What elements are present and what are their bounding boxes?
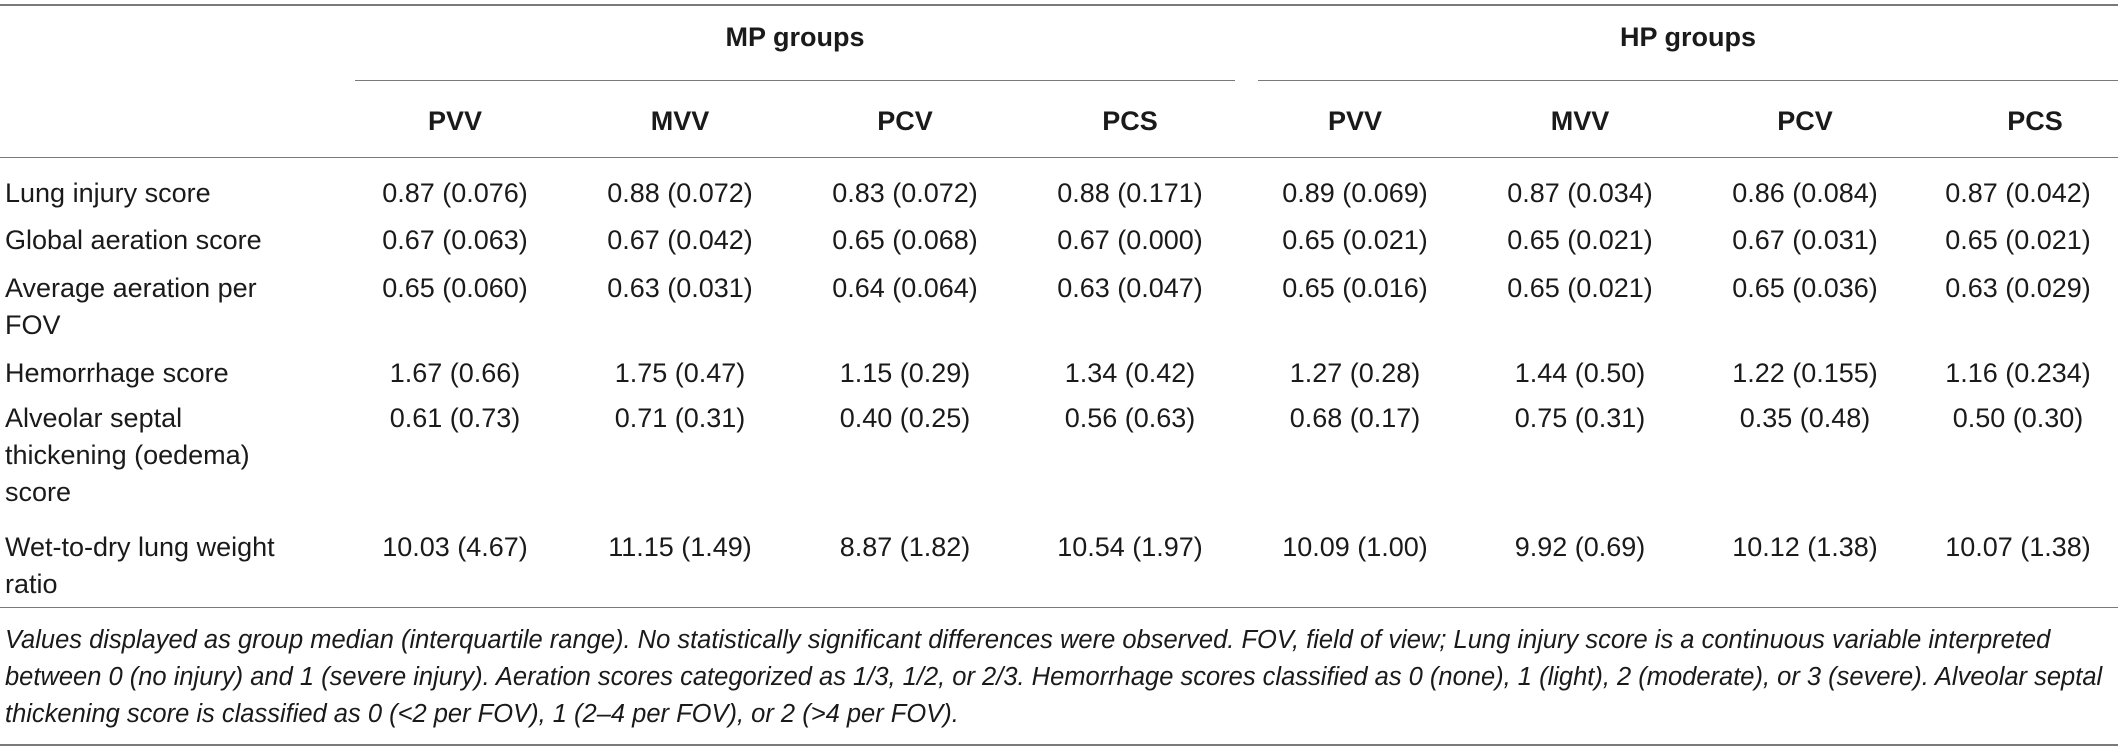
cell-r4-c5: 0.75 (0.31) [1514, 403, 1646, 433]
cell-r1-c0: 0.67 (0.063) [382, 225, 528, 255]
cell-r0-c6: 0.86 (0.084) [1732, 178, 1878, 208]
cell-r2-c2: 0.64 (0.064) [832, 273, 978, 303]
cell-r1-c1: 0.67 (0.042) [607, 225, 753, 255]
cell-r4-c3: 0.56 (0.63) [1064, 403, 1196, 433]
cell-r4-c0: 0.61 (0.73) [389, 403, 521, 433]
cell-r5-c0: 10.03 (4.67) [382, 532, 528, 562]
cell-r4-c6: 0.35 (0.48) [1739, 403, 1871, 433]
mp-group-rule [355, 80, 1235, 81]
col-header-mp-pcv: PCV [877, 106, 933, 136]
cell-r5-c7: 10.07 (1.38) [1945, 532, 2091, 562]
cell-r5-c3: 10.54 (1.97) [1057, 532, 1203, 562]
cell-r1-c6: 0.67 (0.031) [1732, 225, 1878, 255]
cell-r2-c4: 0.65 (0.016) [1282, 273, 1428, 303]
cell-r0-c4: 0.89 (0.069) [1282, 178, 1428, 208]
cell-r1-c7: 0.65 (0.021) [1945, 225, 2091, 255]
row-label-septal-thickening: Alveolar septal thickening (oedema) scor… [5, 403, 250, 507]
row-label-lung-injury: Lung injury score [5, 178, 211, 208]
cell-r1-c3: 0.67 (0.000) [1057, 225, 1203, 255]
group-header-mp: MP groups [725, 22, 865, 52]
row-label-global-aeration: Global aeration score [5, 225, 262, 255]
cell-r3-c1: 1.75 (0.47) [614, 358, 746, 388]
cell-r2-c1: 0.63 (0.031) [607, 273, 753, 303]
cell-r2-c7: 0.63 (0.029) [1945, 273, 2091, 303]
cell-r0-c3: 0.88 (0.171) [1057, 178, 1203, 208]
row-label-average-aeration: Average aeration per FOV [5, 273, 257, 340]
cell-r5-c2: 8.87 (1.82) [839, 532, 971, 562]
cell-r0-c1: 0.88 (0.072) [607, 178, 753, 208]
cell-r0-c5: 0.87 (0.034) [1507, 178, 1653, 208]
table-footnote: Values displayed as group median (interq… [5, 626, 2103, 728]
cell-r4-c7: 0.50 (0.30) [1952, 403, 2084, 433]
cell-r4-c1: 0.71 (0.31) [614, 403, 746, 433]
cell-r3-c2: 1.15 (0.29) [839, 358, 971, 388]
cell-r1-c4: 0.65 (0.021) [1282, 225, 1428, 255]
hp-group-rule [1258, 80, 2118, 81]
cell-r3-c7: 1.16 (0.234) [1945, 358, 2091, 388]
row-label-hemorrhage: Hemorrhage score [5, 358, 229, 388]
col-header-hp-pvv: PVV [1327, 106, 1383, 136]
col-header-mp-pvv: PVV [427, 106, 483, 136]
col-header-hp-pcv: PCV [1777, 106, 1833, 136]
cell-r1-c2: 0.65 (0.068) [832, 225, 978, 255]
group-header-hp: HP groups [1619, 22, 1756, 52]
cell-r5-c4: 10.09 (1.00) [1282, 532, 1428, 562]
top-rule [0, 4, 2118, 6]
cell-r2-c6: 0.65 (0.036) [1732, 273, 1878, 303]
cell-r2-c5: 0.65 (0.021) [1507, 273, 1653, 303]
col-header-mp-pcs: PCS [1102, 106, 1158, 136]
cell-r3-c3: 1.34 (0.42) [1064, 358, 1196, 388]
cell-r3-c4: 1.27 (0.28) [1289, 358, 1421, 388]
cell-r0-c0: 0.87 (0.076) [382, 178, 528, 208]
cell-r3-c6: 1.22 (0.155) [1732, 358, 1878, 388]
col-header-hp-mvv: MVV [1550, 106, 1610, 136]
cell-r4-c4: 0.68 (0.17) [1289, 403, 1421, 433]
body-bottom-rule [0, 607, 2118, 608]
row-label-wet-dry-ratio: Wet-to-dry lung weight ratio [5, 532, 275, 599]
cell-r2-c0: 0.65 (0.060) [382, 273, 528, 303]
cell-r0-c2: 0.83 (0.072) [832, 178, 978, 208]
cell-r2-c3: 0.63 (0.047) [1057, 273, 1203, 303]
cell-r4-c2: 0.40 (0.25) [839, 403, 971, 433]
cell-r3-c5: 1.44 (0.50) [1514, 358, 1646, 388]
cell-r5-c5: 9.92 (0.69) [1514, 532, 1646, 562]
cell-r5-c6: 10.12 (1.38) [1732, 532, 1878, 562]
cell-r3-c0: 1.67 (0.66) [389, 358, 521, 388]
col-header-mp-mvv: MVV [650, 106, 710, 136]
cell-r0-c7: 0.87 (0.042) [1945, 178, 2091, 208]
bottom-rule [0, 744, 2118, 746]
header-rule [0, 157, 2118, 158]
cell-r5-c1: 11.15 (1.49) [608, 532, 752, 562]
col-header-hp-pcs: PCS [2007, 106, 2063, 136]
cell-r1-c5: 0.65 (0.021) [1507, 225, 1653, 255]
